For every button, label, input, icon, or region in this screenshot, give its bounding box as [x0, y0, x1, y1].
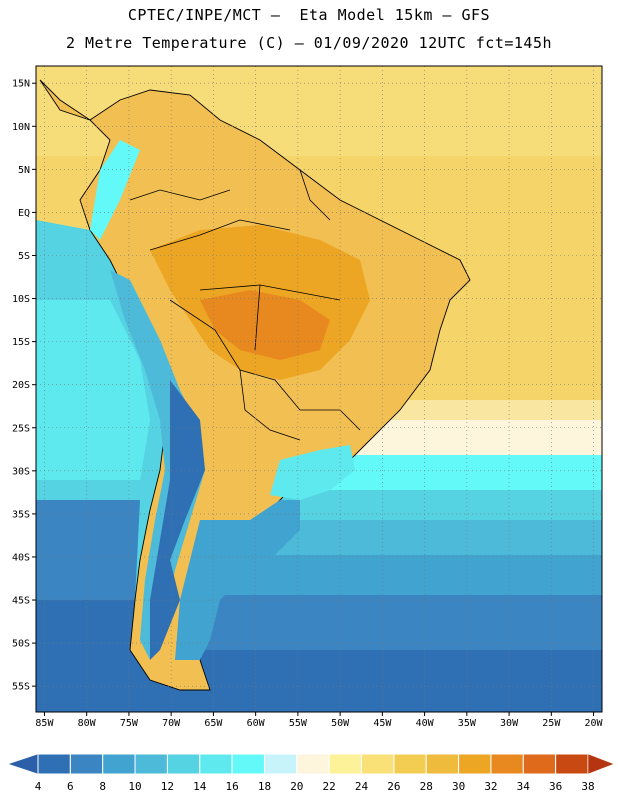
- legend-box: [102, 753, 136, 775]
- legend-color-boxes: [7, 753, 615, 775]
- legend-box: [231, 753, 265, 775]
- lon-tick-label: 75W: [120, 718, 139, 729]
- lon-tick-label: 45W: [373, 718, 392, 729]
- lat-tick-label: 30S: [12, 466, 30, 477]
- legend-label: 18: [258, 780, 271, 793]
- andes-cool-north: [90, 140, 140, 240]
- legend-box: [199, 753, 233, 775]
- legend-label: 16: [225, 780, 238, 793]
- legend-box: [490, 753, 524, 775]
- lat-tick-label: 40S: [12, 552, 30, 563]
- lat-tick-label: 50S: [12, 639, 30, 650]
- legend-box: [166, 753, 201, 775]
- lon-tick-label: 20W: [585, 718, 604, 729]
- lon-tick-label: 85W: [35, 718, 54, 729]
- legend-label: 26: [387, 780, 400, 793]
- lon-tick-label: 70W: [162, 718, 181, 729]
- legend-label: 24: [355, 780, 369, 793]
- legend-arrow-left: [7, 753, 39, 775]
- legend-label: 34: [517, 780, 531, 793]
- legend-box: [361, 753, 395, 775]
- lon-tick-label: 40W: [416, 718, 435, 729]
- legend-label: 6: [67, 780, 74, 793]
- legend-label: 10: [128, 780, 141, 793]
- legend-label: 30: [452, 780, 465, 793]
- lon-tick-label: 60W: [247, 718, 266, 729]
- map-fill-layer: [36, 66, 602, 712]
- lon-tick-label: 55W: [289, 718, 308, 729]
- legend-box: [263, 753, 298, 775]
- lon-tick-label: 65W: [204, 718, 223, 729]
- legend-label: 4: [35, 780, 42, 793]
- lat-tick-label: 45S: [12, 596, 30, 607]
- legend-label: 38: [581, 780, 594, 793]
- legend-label: 12: [161, 780, 174, 793]
- lat-tick-label: 55S: [12, 682, 30, 693]
- lat-tick-label: 5N: [18, 165, 30, 176]
- chart-title-line1: CPTEC/INPE/MCT – Eta Model 15km – GFS: [127, 6, 491, 24]
- legend-box: [555, 753, 589, 775]
- legend-label: 36: [549, 780, 562, 793]
- legend-box: [37, 753, 71, 775]
- color-legend: 4 6 8 10 12 14 16 18 20 22 24 26 28 30 32 34 36 38: [7, 753, 615, 793]
- lat-tick-label: 10N: [12, 122, 30, 133]
- legend-box: [393, 753, 427, 775]
- map-frame: [35, 65, 603, 713]
- legend-labels: 4 6 8 10 12 14 16 18 20 22 24 26 28 30 32 34 36 38: [35, 780, 595, 793]
- lon-tick-label: 35W: [458, 718, 477, 729]
- lat-tick-label: 15S: [12, 337, 30, 348]
- lat-tick-label: 20S: [12, 380, 30, 391]
- legend-label: 8: [99, 780, 106, 793]
- temperature-map: 15N 10N 5N EQ 5S 10S 15S 20S 25S 30S 35S 40S 45S 50S 5…: [12, 65, 604, 729]
- legend-label: 22: [323, 780, 336, 793]
- axis-ticks: 15N 10N 5N EQ 5S 10S 15S 20S 25S 30S 35S 40S 45S 50S 5…: [12, 79, 604, 729]
- lon-tick-label: 80W: [78, 718, 97, 729]
- uruguay-cool-zone: [270, 445, 355, 500]
- lon-tick-label: 50W: [331, 718, 350, 729]
- lon-tick-label: 25W: [542, 718, 561, 729]
- legend-box: [134, 753, 168, 775]
- legend-label: 32: [484, 780, 497, 793]
- legend-label: 28: [420, 780, 433, 793]
- lat-tick-label: 35S: [12, 509, 30, 520]
- chart-title-line2: 2 Metre Temperature (C) – 01/09/2020 12U…: [65, 34, 553, 52]
- legend-box: [522, 753, 557, 775]
- lat-tick-label: 5S: [18, 251, 30, 262]
- legend-box: [69, 753, 104, 775]
- legend-box: [425, 753, 460, 775]
- legend-box: [296, 753, 330, 775]
- legend-label: 20: [290, 780, 303, 793]
- legend-box: [328, 753, 363, 775]
- patagonia-zone: [175, 500, 300, 660]
- lon-tick-label: 30W: [500, 718, 519, 729]
- legend-box: [458, 753, 492, 775]
- lat-tick-label: 15N: [12, 79, 30, 90]
- lat-tick-label: EQ: [18, 208, 30, 219]
- lat-tick-label: 10S: [12, 294, 30, 305]
- legend-arrow-right: [587, 753, 615, 775]
- legend-label: 14: [193, 780, 207, 793]
- lat-tick-label: 25S: [12, 423, 30, 434]
